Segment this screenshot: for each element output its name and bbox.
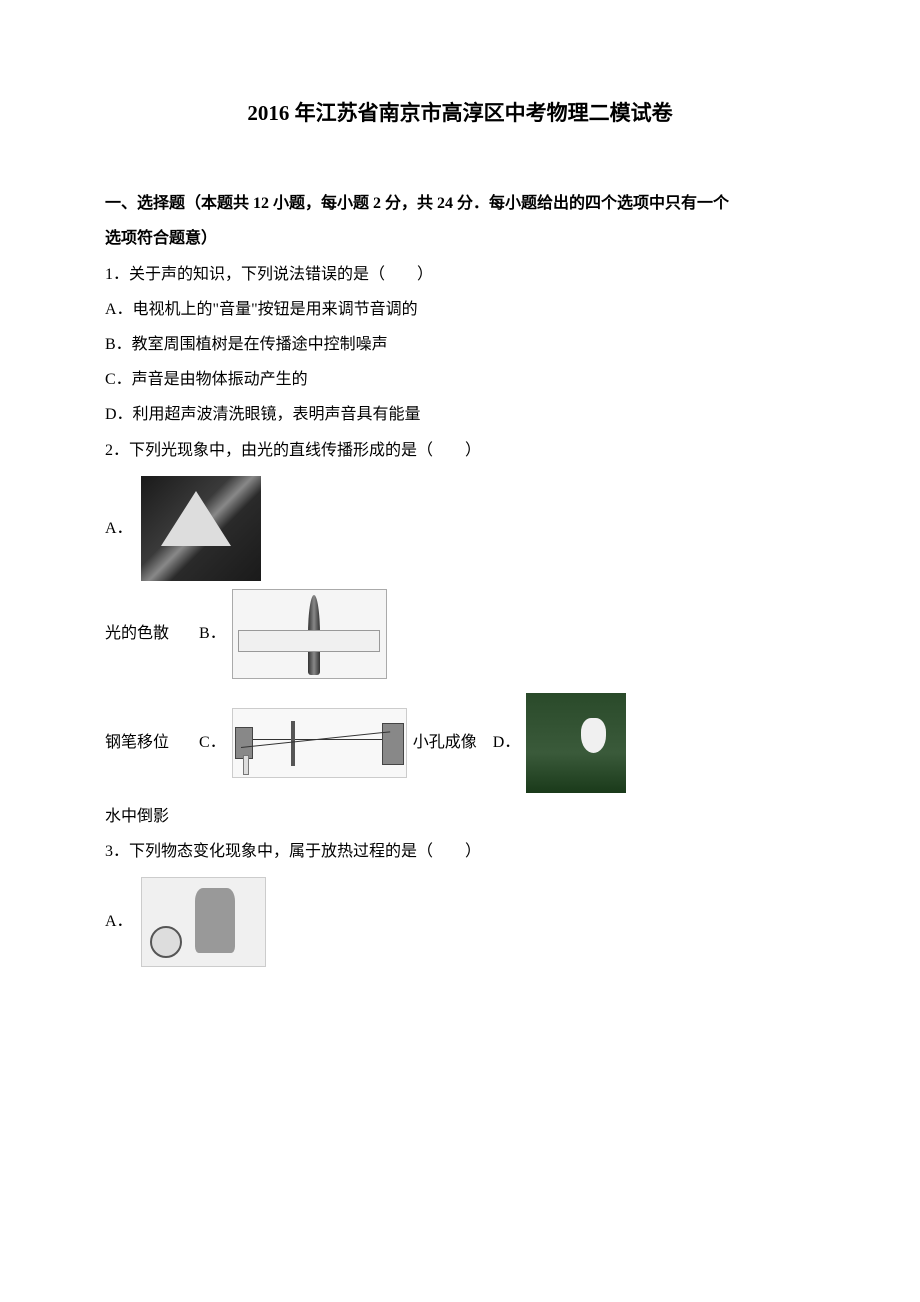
q1-stem: 1．关于声的知识，下列说法错误的是（ ） xyxy=(105,257,815,292)
q2-option-b-label: B． xyxy=(199,616,226,651)
snowman-image xyxy=(141,877,266,967)
q3-option-a-label: A． xyxy=(105,904,133,939)
section-header: 一、选择题（本题共 12 小题，每小题 2 分，共 24 分．每小题给出的四个选… xyxy=(105,186,815,221)
q2-option-d-label: D． xyxy=(493,725,521,760)
pinhole-right-icon xyxy=(382,723,404,765)
ruler-image xyxy=(232,589,387,679)
question-3: 3．下列物态变化现象中，属于放热过程的是（ ） A． xyxy=(105,834,815,967)
question-1: 1．关于声的知识，下列说法错误的是（ ） A．电视机上的"音量"按钮是用来调节音… xyxy=(105,257,815,433)
q1-option-d: D．利用超声波清洗眼镜，表明声音具有能量 xyxy=(105,397,815,432)
q2-row-ab: 光的色散 B． xyxy=(105,589,815,679)
pinhole-candle-icon xyxy=(243,755,249,775)
question-2: 2．下列光现象中，由光的直线传播形成的是（ ） A． 光的色散 B． 钢笔移位 … xyxy=(105,433,815,834)
section-subheader: 选项符合题意） xyxy=(105,221,815,256)
q2-option-a-label: A． xyxy=(105,511,133,546)
q2-option-a-row: A． xyxy=(105,476,815,581)
q1-options: A．电视机上的"音量"按钮是用来调节音调的 B．教室周围植树是在传播途中控制噪声… xyxy=(105,292,815,433)
prism-image xyxy=(141,476,261,581)
q2-c-caption: 小孔成像 xyxy=(413,725,477,760)
q3-option-a-row: A． xyxy=(105,877,815,967)
q2-b-caption: 钢笔移位 xyxy=(105,725,169,760)
q1-option-b: B．教室周围植树是在传播途中控制噪声 xyxy=(105,327,815,362)
exam-title: 2016 年江苏省南京市高淳区中考物理二模试卷 xyxy=(105,90,815,136)
q1-option-c: C．声音是由物体振动产生的 xyxy=(105,362,815,397)
swan-image xyxy=(526,693,626,793)
q2-stem: 2．下列光现象中，由光的直线传播形成的是（ ） xyxy=(105,433,815,468)
q2-option-c-label: C． xyxy=(199,725,226,760)
q1-option-a: A．电视机上的"音量"按钮是用来调节音调的 xyxy=(105,292,815,327)
pinhole-mid-icon xyxy=(291,721,295,766)
q2-d-caption: 水中倒影 xyxy=(105,799,815,834)
q2-a-caption: 光的色散 xyxy=(105,616,169,651)
pinhole-image xyxy=(232,708,407,778)
q2-row-bcd: 钢笔移位 C． 小孔成像 D． xyxy=(105,693,815,793)
q3-stem: 3．下列物态变化现象中，属于放热过程的是（ ） xyxy=(105,834,815,869)
